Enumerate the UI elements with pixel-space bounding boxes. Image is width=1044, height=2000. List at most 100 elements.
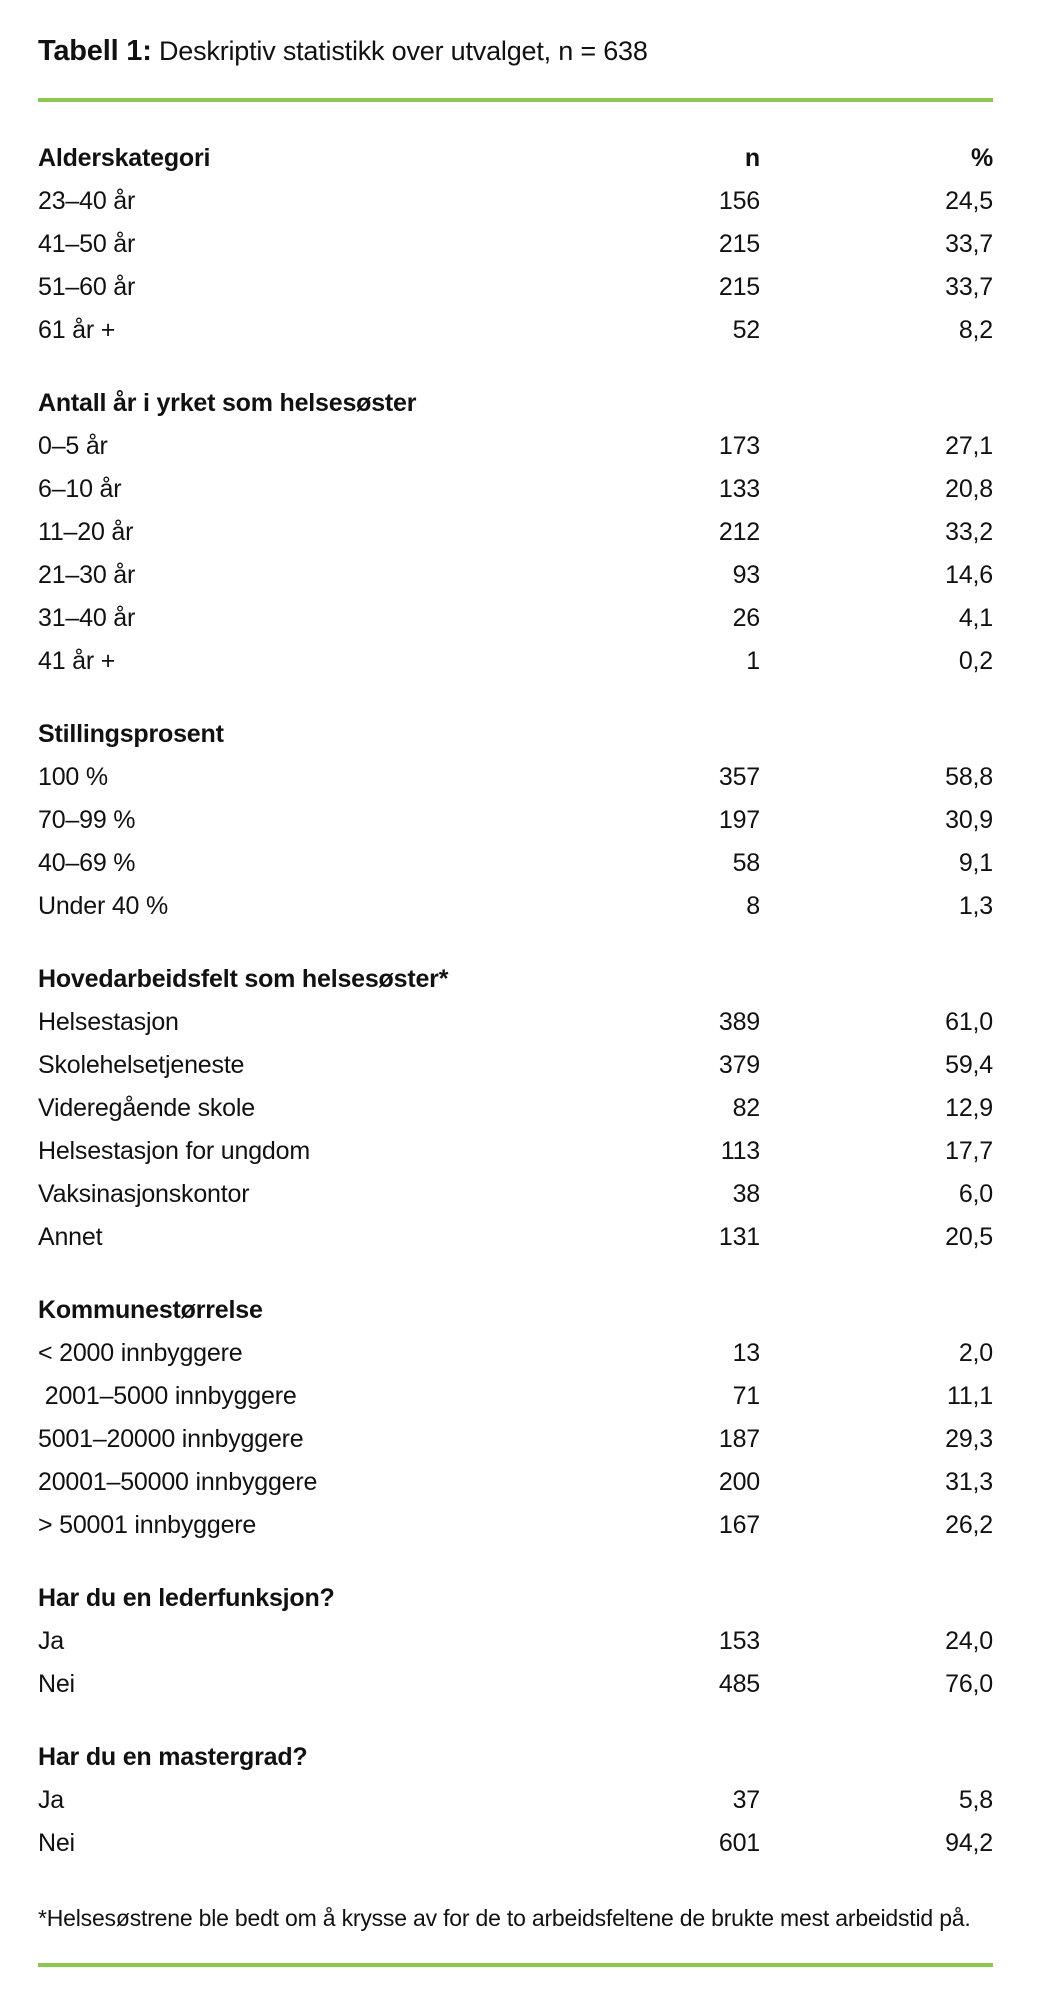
table-row: > 50001 innbyggere 167 26,2 (38, 1504, 993, 1547)
row-n-value: 1 (746, 647, 760, 675)
table-row: Nei 485 76,0 (38, 1663, 993, 1706)
row-label: Under 40 % (38, 892, 169, 920)
table-row: 6–10 år 133 20,8 (38, 468, 993, 511)
row-pct-value: 8,2 (958, 316, 993, 344)
row-n-value: 13 (732, 1339, 761, 1367)
row-label: Ja (38, 1786, 65, 1814)
table-row: 41 år + 1 0,2 (38, 640, 993, 683)
row-n-value: 133 (718, 475, 760, 503)
top-rule (38, 98, 993, 102)
row-label: 20001–50000 innbyggere (38, 1468, 318, 1496)
row-label: Helsestasjon (38, 1008, 179, 1036)
column-header-n (598, 352, 760, 425)
row-pct-value: 17,7 (945, 1137, 993, 1165)
row-pct-value: 4,1 (958, 604, 993, 632)
table-row: Nei 601 94,2 (38, 1822, 993, 1865)
row-pct-value: 76,0 (945, 1670, 993, 1698)
row-n-value: 197 (718, 806, 760, 834)
column-header-pct (760, 1259, 993, 1332)
row-label: 11–20 år (38, 518, 134, 546)
row-label: 5001–20000 innbyggere (38, 1425, 304, 1453)
row-n-value: 37 (732, 1786, 761, 1814)
row-n-value: 131 (718, 1223, 760, 1251)
table-row: 21–30 år 93 14,6 (38, 554, 993, 597)
row-label: 70–99 % (38, 806, 136, 834)
column-header-n (598, 1547, 760, 1620)
table-row: 2001–5000 innbyggere 71 11,1 (38, 1375, 993, 1418)
column-header-pct (760, 928, 993, 1001)
row-pct-value: 29,3 (945, 1425, 993, 1453)
stats-table-body: Alderskategori n% 23–40 år 156 24,5 41–50 år 2… (38, 137, 993, 1865)
section-header-row: Antall år i yrket som helsesøster (38, 352, 993, 425)
row-label: < 2000 innbyggere (38, 1339, 243, 1367)
section-header-row: Stillingsprosent (38, 683, 993, 756)
row-pct-value: 11,1 (946, 1382, 993, 1410)
row-n-value: 215 (718, 230, 760, 258)
table-row: 51–60 år 215 33,7 (38, 266, 993, 309)
row-pct-value: 1,3 (958, 892, 993, 920)
row-pct-value: 61,0 (945, 1008, 993, 1036)
row-label: 6–10 år (38, 475, 122, 503)
row-n-value: 71 (732, 1382, 761, 1410)
table-row: 5001–20000 innbyggere 187 29,3 (38, 1418, 993, 1461)
column-header-n (598, 1259, 760, 1332)
row-n-value: 52 (732, 316, 761, 344)
section-header-label: Alderskategori (38, 144, 211, 172)
row-label: 21–30 år (38, 561, 136, 589)
row-label: Vaksinasjonskontor (38, 1180, 250, 1208)
table-row: Vaksinasjonskontor 38 6,0 (38, 1173, 993, 1216)
table-row: 70–99 % 197 30,9 (38, 799, 993, 842)
row-n-value: 357 (718, 763, 760, 791)
row-label: 61 år + (38, 316, 116, 344)
row-pct-value: 20,5 (945, 1223, 993, 1251)
row-label: Skolehelsetjeneste (38, 1051, 245, 1079)
table-row: 100 % 357 58,8 (38, 756, 993, 799)
row-n-value: 82 (732, 1094, 761, 1122)
row-label: 31–40 år (38, 604, 136, 632)
table-title-label: Tabell 1: (38, 35, 152, 67)
stats-table: Alderskategori n% 23–40 år 156 24,5 41–50 år 2… (38, 137, 993, 1865)
row-label: 100 % (38, 763, 108, 791)
row-pct-value: 31,3 (945, 1468, 993, 1496)
row-label: Helsestasjon for ungdom (38, 1137, 310, 1165)
row-pct-value: 58,8 (945, 763, 993, 791)
row-pct-value: 2,0 (958, 1339, 993, 1367)
row-pct-value: 30,9 (945, 806, 993, 834)
row-pct-value: 5,8 (958, 1786, 993, 1814)
section-header-label: Har du en mastergrad? (38, 1743, 308, 1771)
row-pct-value: 33,2 (945, 518, 993, 546)
row-n-value: 389 (718, 1008, 760, 1036)
row-label: Videregående skole (38, 1094, 255, 1122)
column-header-pct: % (970, 144, 993, 172)
column-header-n: n (744, 144, 760, 172)
row-pct-value: 9,1 (958, 849, 993, 877)
table-title-text: Deskriptiv statistikk over utvalget, n =… (151, 36, 648, 66)
row-label: > 50001 innbyggere (38, 1511, 257, 1539)
column-header-pct (760, 1706, 993, 1779)
row-pct-value: 94,2 (945, 1829, 993, 1857)
section-header-label: Har du en lederfunksjon? (38, 1584, 335, 1612)
column-header-n (598, 683, 760, 756)
row-n-value: 212 (718, 518, 760, 546)
column-header-pct (760, 1547, 993, 1620)
table-row: 41–50 år 215 33,7 (38, 223, 993, 266)
section-header-label: Antall år i yrket som helsesøster (38, 389, 417, 417)
row-pct-value: 0,2 (958, 647, 993, 675)
row-label: 2001–5000 innbyggere (38, 1382, 297, 1410)
row-pct-value: 33,7 (945, 230, 993, 258)
row-n-value: 200 (718, 1468, 760, 1496)
table-row: 0–5 år 173 27,1 (38, 425, 993, 468)
row-label: 0–5 år (38, 432, 108, 460)
section-header-row: Har du en lederfunksjon? (38, 1547, 993, 1620)
table-row: 61 år + 52 8,2 (38, 309, 993, 352)
column-header-pct (760, 683, 993, 756)
table-row: 23–40 år 156 24,5 (38, 180, 993, 223)
table-title: Tabell 1: Deskriptiv statistikk over utv… (38, 30, 993, 77)
section-header-row: Alderskategori n% (38, 137, 993, 180)
row-n-value: 156 (718, 187, 760, 215)
section-header-row: Kommunestørrelse (38, 1259, 993, 1332)
row-n-value: 8 (746, 892, 760, 920)
row-n-value: 113 (720, 1137, 760, 1165)
row-label: Ja (38, 1627, 65, 1655)
